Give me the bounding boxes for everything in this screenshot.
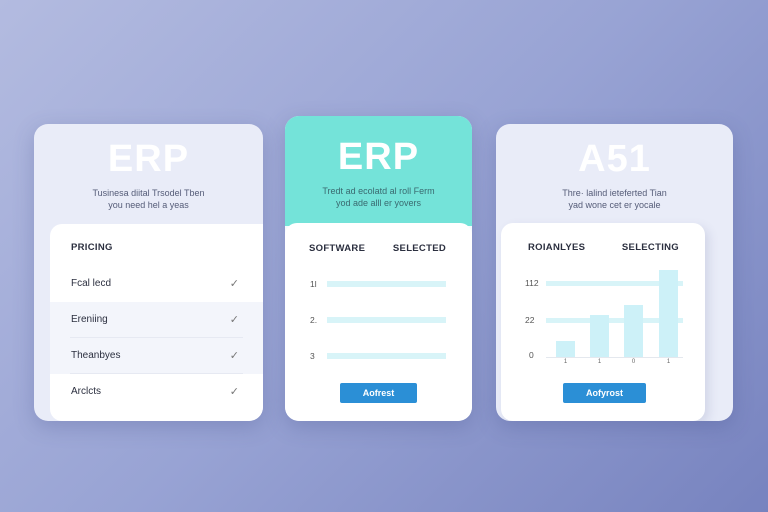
- y-tick-label: 22: [525, 315, 535, 325]
- action-button[interactable]: Aofyrost: [563, 383, 646, 403]
- list-item[interactable]: Arclcts ✓: [50, 374, 263, 410]
- card-subtitle: Tredt ad ecolatd al roll Ferm yod ade all…: [285, 185, 472, 209]
- x-tick-label: 1: [597, 359, 602, 365]
- row-bar: [327, 281, 446, 287]
- subtitle-line: Thre· lalind ieteferted Tian: [562, 188, 667, 198]
- gridline: [546, 281, 683, 286]
- erp-pricing-card: ERP Tusinesa diital Trsodel Tben you need…: [34, 124, 263, 421]
- subtitle-line: you need hel a yeas: [108, 200, 189, 210]
- item-label: Fcal lecd: [71, 278, 112, 289]
- item-label: Ereniing: [71, 314, 108, 325]
- list-item[interactable]: Ereniing ✓: [50, 302, 263, 338]
- x-tick-label: 1: [563, 359, 568, 365]
- card-subtitle: Thre· lalind ieteferted Tian yad wone cet…: [496, 187, 733, 211]
- x-tick-label: 1: [666, 359, 671, 365]
- analysis-panel: ROIANLYES SELECTING 112 22 0 Aofyrost 1 1…: [501, 223, 705, 421]
- list-item[interactable]: Theanbyes ✓: [50, 338, 263, 374]
- gridline: [546, 318, 683, 323]
- row-bar: [327, 317, 446, 323]
- row-number: 1l: [310, 279, 317, 289]
- card-title: ERP: [337, 136, 420, 178]
- card-header: ERP Tredt ad ecolatd al roll Ferm yod ade…: [285, 116, 472, 226]
- row-number: 3: [310, 351, 315, 361]
- subtitle-line: yod ade alll er yovers: [335, 198, 422, 208]
- column-header-selecting: SELECTING: [621, 242, 679, 253]
- y-tick-label: 112: [525, 278, 539, 288]
- card-subtitle: Tusinesa diital Trsodel Tben you need hel…: [34, 187, 263, 211]
- item-label: Arclcts: [71, 386, 101, 397]
- chart-bar: [624, 304, 643, 357]
- x-axis: [546, 357, 683, 358]
- pricing-header: PRICING: [71, 242, 113, 253]
- column-header-selected: SELECTED: [392, 243, 446, 254]
- y-tick-label: 0: [529, 350, 534, 360]
- chart-bar: [659, 270, 678, 357]
- column-header-software: SOFTWARE: [309, 243, 366, 254]
- row-number: 2.: [310, 315, 318, 325]
- subtitle-line: Tusinesa diital Trsodel Tben: [92, 188, 205, 198]
- x-tick-label: 0: [631, 359, 636, 365]
- pricing-panel: PRICING Fcal lecd ✓ Ereniing ✓ Theanbyes ✓ …: [50, 224, 263, 421]
- check-icon: ✓: [229, 278, 239, 290]
- card-title: A51: [578, 138, 651, 180]
- erp-software-card: ERP Tredt ad ecolatd al roll Ferm yod ade…: [285, 116, 472, 421]
- row-bar: [327, 353, 446, 359]
- check-icon: ✓: [229, 386, 239, 398]
- card-header: A51 Thre· lalind ieteferted Tian yad wone…: [496, 124, 733, 211]
- subtitle-line: yad wone cet er yocale: [568, 200, 661, 210]
- check-icon: ✓: [229, 314, 239, 326]
- software-panel: SOFTWARE SELECTED 1l 2. 3 Aofrest: [285, 223, 472, 421]
- column-header-analysis: ROIANLYES: [528, 242, 586, 253]
- chart-bar: [590, 315, 609, 357]
- action-button[interactable]: Aofrest: [340, 383, 417, 403]
- analysis-card: A51 Thre· lalind ieteferted Tian yad wone…: [496, 124, 733, 421]
- item-label: Theanbyes: [71, 350, 121, 361]
- subtitle-line: Tredt ad ecolatd al roll Ferm: [322, 186, 435, 196]
- card-title: ERP: [107, 138, 190, 180]
- chart-bar: [556, 341, 575, 357]
- list-item[interactable]: Fcal lecd ✓: [50, 266, 263, 302]
- card-header: ERP Tusinesa diital Trsodel Tben you need…: [34, 124, 263, 211]
- check-icon: ✓: [229, 350, 239, 362]
